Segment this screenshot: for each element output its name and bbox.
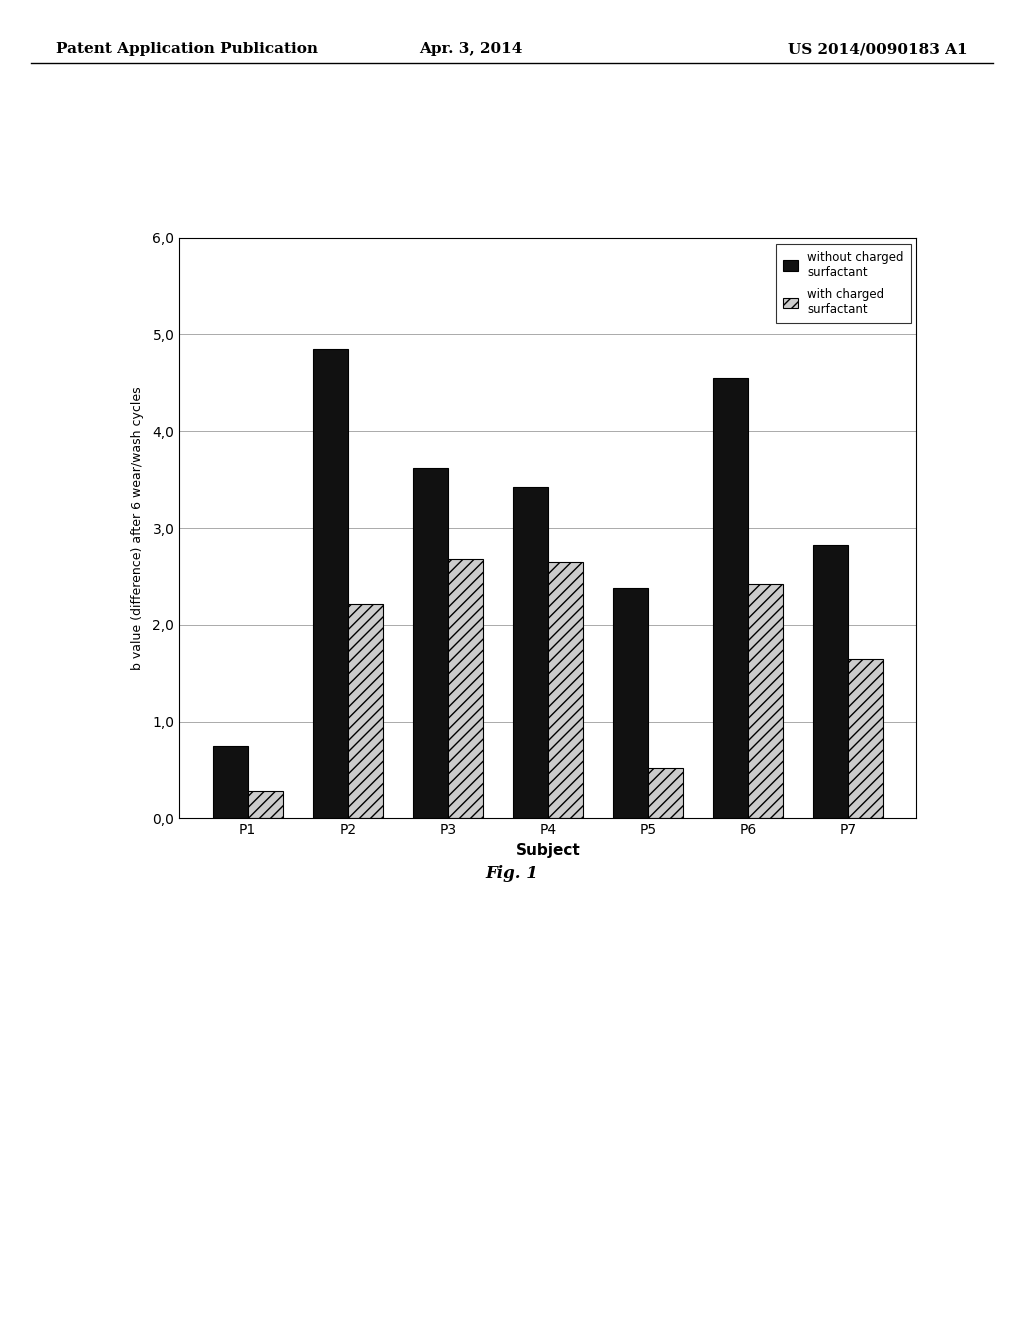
Bar (213, 746, 248, 818)
Text: Patent Application Publication: Patent Application Publication (56, 42, 318, 57)
Text: US 2014/0090183 A1: US 2014/0090183 A1 (788, 42, 968, 57)
Text: Apr. 3, 2014: Apr. 3, 2014 (420, 42, 522, 57)
Bar (748, 585, 783, 818)
Bar (513, 487, 548, 818)
Bar (248, 791, 283, 818)
Bar (312, 348, 348, 818)
Text: Fig. 1: Fig. 1 (485, 865, 539, 882)
Bar (447, 558, 482, 818)
Bar (648, 768, 683, 818)
Bar (713, 378, 748, 818)
Bar (613, 587, 648, 818)
Bar (813, 545, 848, 818)
Legend: without charged
surfactant, with charged
surfactant: without charged surfactant, with charged… (776, 243, 910, 323)
X-axis label: Subject: Subject (515, 842, 581, 858)
Bar (348, 603, 383, 818)
Bar (848, 659, 883, 818)
Y-axis label: b value (difference) after 6 wear/wash cycles: b value (difference) after 6 wear/wash c… (131, 387, 144, 669)
Bar (548, 562, 583, 818)
Bar (413, 469, 447, 818)
